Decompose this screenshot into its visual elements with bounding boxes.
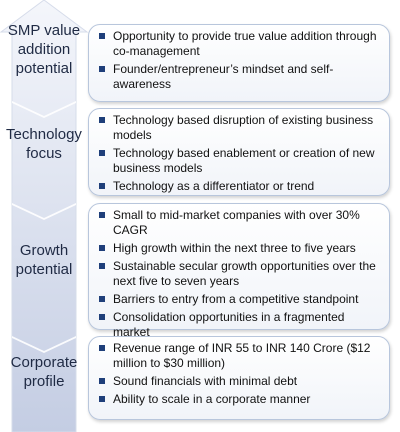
criteria-box-growth: Small to mid-market companies with over … [88,203,390,339]
criteria-bullet: Technology based disruption of existing … [97,113,383,143]
criteria-bullet: Consolidation opportunities in a fragmen… [97,310,383,340]
criteria-bullet: High growth within the next three to fiv… [97,241,383,256]
section-label-technology: Technology focus [6,126,82,162]
criteria-bullet: Opportunity to provide true value additi… [97,29,383,59]
criteria-box-smp: Opportunity to provide true value additi… [88,24,390,102]
section-label-smp: SMP value addition potential [7,21,81,77]
criteria-bullet: Sound financials with minimal debt [97,374,383,389]
criteria-bullet: Technology based enablement or creation … [97,146,383,176]
section-label-growth: Growth potential [15,242,73,278]
criteria-bullet: Revenue range of INR 55 to INR 140 Crore… [97,341,383,371]
section-label-corporate: Corporate profile [10,354,78,390]
criteria-box-corporate: Revenue range of INR 55 to INR 140 Crore… [88,336,390,420]
criteria-bullet: Technology as a differentiator or trend [97,179,383,194]
criteria-bullet: Sustainable secular growth opportunities… [97,259,383,289]
criteria-box-technology: Technology based disruption of existing … [88,108,390,196]
criteria-bullet: Small to mid-market companies with over … [97,208,383,238]
criteria-bullet: Founder/entrepreneur’s mindset and self-… [97,62,383,92]
criteria-bullet: Ability to scale in a corporate manner [97,392,383,407]
criteria-bullet: Barriers to entry from a competitive sta… [97,292,383,307]
